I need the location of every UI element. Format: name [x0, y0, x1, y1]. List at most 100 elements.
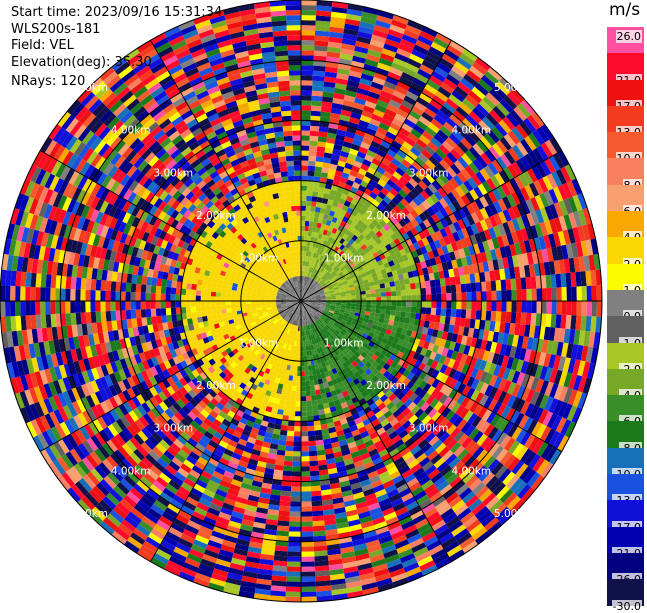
range-bin: [305, 216, 310, 221]
range-bin: [313, 410, 320, 416]
range-bin: [294, 366, 298, 371]
range-bin: [446, 309, 452, 317]
range-bin: [562, 301, 567, 315]
range-bin: [296, 386, 301, 391]
range-bin: [381, 305, 386, 310]
range-bin: [288, 552, 301, 557]
range-bin: [506, 301, 511, 312]
range-bin: [281, 486, 291, 492]
range-bin: [296, 396, 301, 401]
range-bin: [426, 287, 432, 294]
range-bin: [306, 386, 311, 391]
range-bin: [311, 101, 322, 107]
range-bin: [426, 308, 432, 315]
range-bin: [296, 401, 302, 406]
range-bin: [511, 290, 516, 301]
range-bin: [308, 370, 313, 375]
range-bin: [301, 75, 313, 80]
range-bin: [301, 60, 314, 65]
range-bin: [552, 288, 557, 301]
range-bin: [587, 301, 592, 316]
range-bin: [301, 491, 311, 496]
range-bin: [301, 557, 315, 562]
range-bin: [385, 287, 391, 292]
range-bin: [506, 312, 512, 323]
range-bin: [306, 206, 311, 211]
range-bin: [446, 293, 451, 301]
range-bin: [301, 587, 316, 592]
range-bin: [385, 310, 391, 315]
range-bin: [456, 309, 462, 318]
range-bin: [314, 546, 327, 552]
range-bin: [301, 416, 307, 421]
range-bin: [411, 289, 416, 295]
range-bin: [386, 306, 391, 311]
range-bin: [305, 371, 309, 376]
range-bin: [305, 221, 310, 226]
range-bin: [312, 86, 324, 92]
range-bin: [289, 516, 301, 521]
range-bin: [287, 567, 301, 572]
range-bin: [395, 311, 401, 317]
range-bin: [288, 380, 293, 386]
range-bin: [301, 30, 315, 35]
range-bin: [283, 410, 290, 416]
range-bin: [290, 511, 301, 516]
range-bin: [406, 290, 411, 296]
range-bin: [356, 298, 361, 301]
range-bin: [312, 506, 323, 512]
range-bin: [297, 376, 301, 381]
range-bin: [304, 366, 308, 371]
range-bin: [461, 309, 467, 318]
range-bin: [301, 50, 314, 55]
range-bin: [381, 301, 386, 306]
range-bin: [466, 292, 471, 301]
range-bin: [301, 25, 315, 30]
range-bin: [313, 76, 325, 82]
range-bin: [537, 288, 542, 301]
range-bin: [301, 45, 314, 50]
range-bin: [356, 295, 361, 298]
range-bin: [577, 301, 582, 316]
range-bin: [301, 0, 317, 5]
range-bin: [401, 296, 406, 302]
range-bin: [301, 15, 316, 20]
range-bin: [301, 100, 312, 105]
range-bin: [400, 312, 406, 318]
range-bin: [309, 146, 317, 152]
range-bin: [390, 286, 396, 292]
range-bin: [411, 307, 416, 313]
range-bin: [291, 491, 301, 496]
range-bin: [285, 400, 291, 406]
range-bin: [306, 391, 311, 396]
range-bin: [306, 211, 311, 216]
range-bin: [301, 366, 305, 371]
range-bin: [361, 298, 366, 301]
range-bin: [366, 294, 371, 298]
range-bin: [312, 81, 324, 87]
range-bin: [301, 156, 309, 161]
range-bin: [466, 310, 472, 319]
range-bin: [401, 301, 406, 307]
range-bin: [305, 376, 310, 381]
range-bin: [301, 5, 317, 10]
range-bin: [301, 161, 308, 166]
range-bin: [516, 289, 521, 301]
range-bin: [311, 106, 322, 112]
range-bin: [301, 371, 305, 376]
range-bin: [309, 151, 317, 157]
range-bin: [380, 288, 386, 293]
range-bin: [301, 567, 315, 572]
range-bin: [310, 466, 319, 472]
range-bin: [441, 301, 446, 309]
range-bin: [516, 278, 522, 290]
range-bin: [461, 301, 466, 310]
range-bin: [301, 381, 306, 386]
range-bin: [311, 111, 321, 117]
range-bin: [431, 308, 437, 315]
range-bin: [371, 293, 376, 297]
range-bin: [294, 421, 301, 426]
range-bin: [301, 532, 313, 537]
range-bin: [310, 131, 319, 137]
range-bin: [301, 216, 306, 221]
